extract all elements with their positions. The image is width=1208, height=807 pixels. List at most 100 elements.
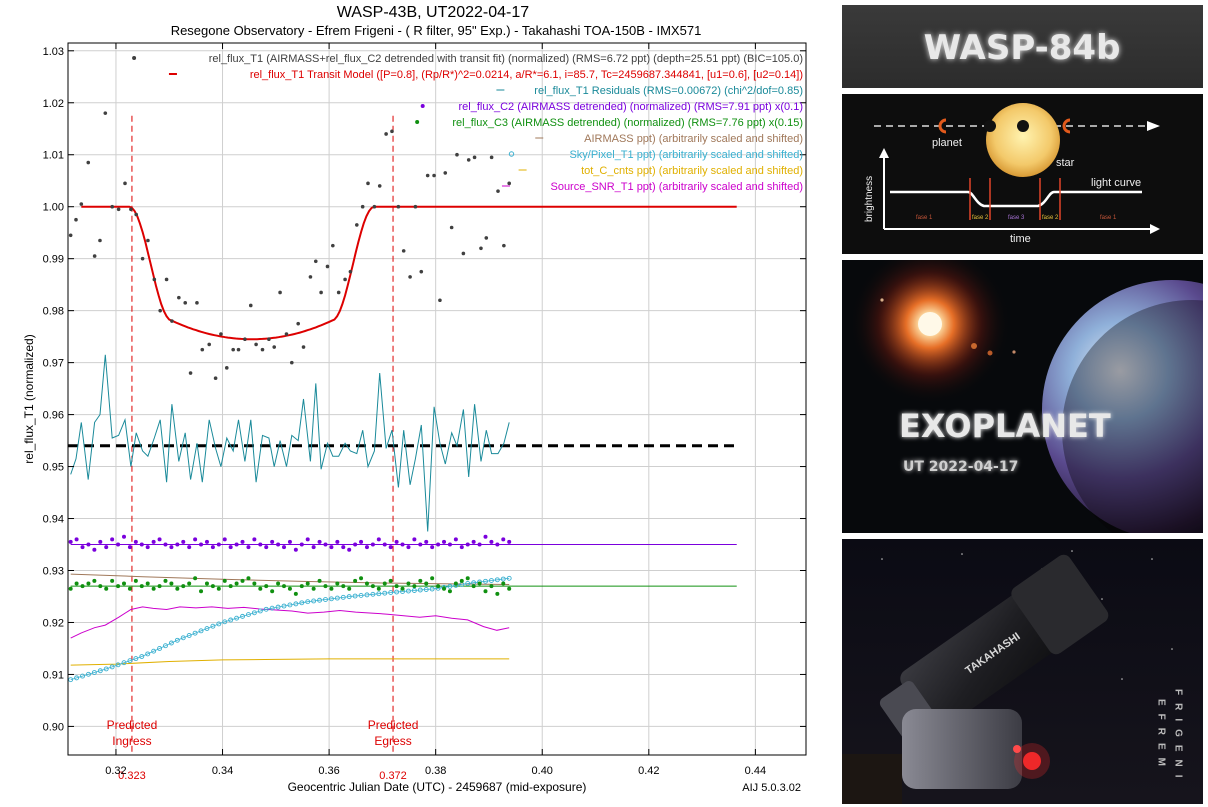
comparison-point bbox=[240, 578, 245, 583]
target-flux-point bbox=[243, 337, 247, 342]
target-flux-point bbox=[443, 171, 448, 175]
comparison-point bbox=[388, 545, 393, 550]
target-flux-point bbox=[507, 181, 512, 186]
comparison-point bbox=[133, 578, 138, 583]
legend-entry: tot_C_cnts ppt) (arbitrarily scaled and … bbox=[581, 165, 803, 177]
exoplanet-art-panel: EXOPLANET UT 2022-04-17 bbox=[842, 260, 1203, 533]
sky-pixel-point bbox=[423, 587, 429, 592]
comparison-point bbox=[459, 578, 464, 583]
legend-symbol bbox=[420, 104, 425, 108]
target-flux-point bbox=[254, 342, 258, 347]
comparison-point bbox=[495, 542, 500, 547]
comparison-point bbox=[317, 539, 322, 544]
sky-pixel-point bbox=[364, 592, 370, 598]
target-flux-point bbox=[79, 202, 84, 206]
comparison-point bbox=[264, 545, 269, 550]
legend: rel_flux_T1 (AIRMASS+rel_flux_C2 detrend… bbox=[132, 53, 803, 193]
comparison-point bbox=[181, 584, 186, 589]
sky-pixel-point bbox=[210, 623, 216, 629]
sky-pixel-point bbox=[340, 594, 346, 600]
comparison-point bbox=[507, 586, 512, 591]
sky-pixel-point bbox=[311, 598, 317, 604]
sky-pixel-point bbox=[157, 646, 163, 651]
axes: 0.90 0.91 0.92 0.93 0.94 0.95 0.96 0.97 0.98 0.99… bbox=[43, 43, 806, 777]
comparison-point bbox=[252, 537, 257, 542]
target-flux-point bbox=[134, 212, 139, 217]
comparison-point bbox=[127, 545, 132, 550]
comparison-point bbox=[282, 584, 287, 589]
comparison-point bbox=[418, 542, 423, 547]
comparison-point bbox=[68, 539, 73, 544]
comparison-point bbox=[459, 545, 464, 550]
sky-pixel-point bbox=[494, 577, 500, 583]
comparison-point bbox=[483, 534, 488, 539]
sky-pixel-point bbox=[115, 662, 121, 668]
comparison-point bbox=[163, 578, 168, 583]
comparison-point bbox=[222, 537, 227, 542]
comparison-point bbox=[353, 542, 358, 547]
sky-pixel-point bbox=[328, 596, 334, 602]
comparison-point bbox=[335, 581, 340, 586]
comparison-point bbox=[204, 581, 209, 586]
comparison-point bbox=[335, 539, 340, 544]
comparison-point bbox=[400, 586, 405, 591]
comparison-point bbox=[169, 581, 174, 586]
comparison-point bbox=[293, 547, 298, 552]
sky-pixel-point bbox=[411, 588, 417, 593]
target-flux-point bbox=[224, 366, 229, 370]
comparison-point bbox=[412, 537, 417, 542]
sky-pixel-point bbox=[465, 581, 471, 586]
light-curve-chart: WASP-43B, UT2022-04-17 Resegone Observat… bbox=[22, 4, 807, 794]
target-flux-point bbox=[355, 223, 359, 227]
comparison-point bbox=[287, 539, 292, 544]
comparison-point bbox=[305, 537, 310, 542]
sky-pixel-point bbox=[163, 643, 168, 649]
telescope-shape: TAKAHASHI bbox=[879, 554, 1109, 741]
target-flux-point bbox=[267, 337, 271, 342]
sky-pixel-point bbox=[406, 588, 411, 594]
sky-pixel-point bbox=[358, 593, 364, 598]
comparison-point bbox=[465, 542, 470, 547]
target-flux-point bbox=[489, 155, 494, 160]
y-tick-label: 0.98 bbox=[43, 306, 64, 318]
sky-pixel-point bbox=[145, 651, 151, 657]
target-flux-point bbox=[425, 173, 430, 178]
comparison-point bbox=[406, 581, 411, 586]
comparison-point bbox=[436, 584, 441, 589]
comparison-point bbox=[104, 586, 109, 591]
target-flux-point bbox=[116, 207, 121, 212]
chart-svg: WASP-43B, UT2022-04-17 Resegone Observat… bbox=[22, 4, 807, 794]
target-flux-point bbox=[455, 152, 459, 157]
comparison-point bbox=[501, 581, 506, 586]
x-tick-label: 0.40 bbox=[532, 765, 553, 777]
comparison-point bbox=[507, 539, 512, 544]
brightness-label: brightness bbox=[864, 176, 875, 222]
legend-entry: rel_flux_T1 (AIRMASS+rel_flux_C2 detrend… bbox=[209, 53, 803, 65]
comparison-point bbox=[80, 545, 85, 550]
target-flux-point bbox=[432, 173, 436, 178]
comparison-point bbox=[311, 545, 316, 550]
target-flux-point bbox=[170, 319, 174, 323]
target-flux-point bbox=[348, 269, 353, 274]
phase-label-3: fase 3 bbox=[1008, 215, 1025, 221]
comparison-point bbox=[447, 589, 452, 594]
sky-pixel-point bbox=[91, 670, 97, 675]
target-flux-point bbox=[472, 155, 477, 160]
y-tick-label: 0.91 bbox=[43, 669, 64, 681]
target-flux-point bbox=[408, 275, 412, 279]
sky-pixel-point bbox=[394, 589, 400, 595]
sky-pixel-point bbox=[97, 668, 103, 674]
target-flux-point bbox=[343, 277, 347, 282]
target-flux-point bbox=[502, 243, 506, 248]
comparison-point bbox=[370, 584, 375, 589]
trend-line-tot-c-cnts bbox=[70, 658, 510, 666]
target-flux-point bbox=[260, 347, 265, 352]
plot-frame bbox=[67, 42, 807, 756]
comparison-point bbox=[329, 586, 334, 591]
target-flux-point bbox=[372, 204, 377, 209]
sky-pixel-point bbox=[151, 648, 157, 654]
legend-entry: rel_flux_T1 Transit Model ([P=0.8], (Rp/… bbox=[250, 69, 803, 81]
y-tick-label: 0.97 bbox=[43, 358, 64, 370]
x-axis-label: Geocentric Julian Date (UTC) - 2459687 (… bbox=[288, 780, 587, 794]
comparison-point bbox=[121, 581, 126, 586]
